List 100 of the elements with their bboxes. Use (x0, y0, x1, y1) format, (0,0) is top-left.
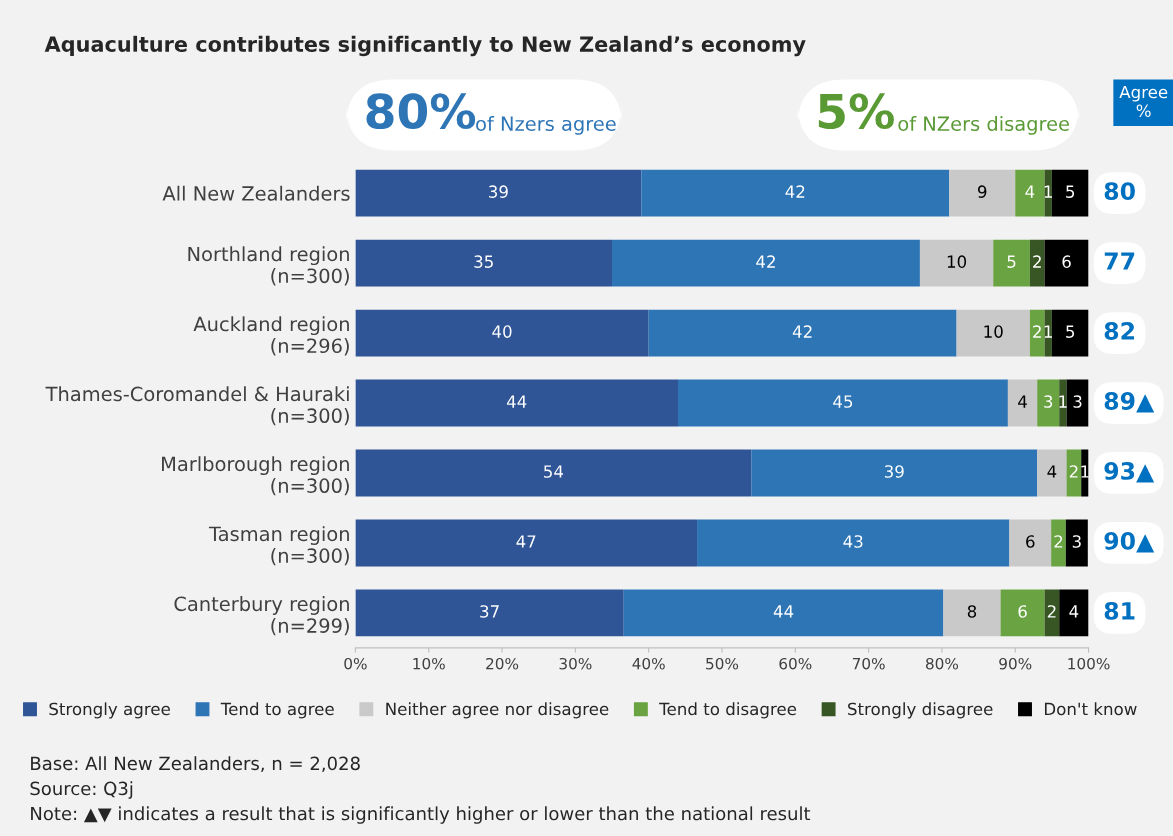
source-note: Source: Q3j (30, 781, 133, 799)
bar (751, 449, 1038, 497)
text: 89▲ (1104, 392, 1155, 413)
data-label: 5 (1066, 325, 1075, 338)
legend-label: Strongly disagree (848, 702, 993, 719)
data-label: 42 (792, 325, 812, 338)
bar (1051, 169, 1089, 217)
legend-label: Neither agree nor disagree (386, 702, 609, 719)
data-label: 10 (947, 255, 967, 268)
text: of NZers disagree (898, 115, 1069, 135)
data-label: 44 (506, 395, 527, 408)
data-label: 10 (984, 325, 1003, 338)
data-label: 2 (1033, 255, 1041, 268)
text: 81 (1104, 601, 1135, 620)
bar (1000, 589, 1045, 637)
legend-label: Don't know (1044, 702, 1137, 716)
text: 5% (818, 93, 894, 130)
x-tick-label: 10% (413, 657, 445, 670)
text: 90▲ (1104, 531, 1155, 553)
data-label: 3 (1073, 395, 1082, 408)
y-tick-label: Canterbury region (n=299) (174, 596, 349, 636)
data-label: 1 (1044, 185, 1052, 198)
text: of Nzers agree (476, 115, 616, 135)
bar (355, 519, 698, 567)
data-label: 1 (1044, 325, 1052, 338)
bar (1066, 379, 1089, 427)
text: 82 (1104, 322, 1135, 340)
bar (697, 519, 1010, 567)
bar (612, 239, 920, 287)
bar (943, 589, 1001, 637)
data-label: 6 (1026, 535, 1035, 548)
bar (1065, 519, 1088, 567)
text: Note: ▲▼ indicates a result that is significantly higher or lower than the national result (31, 806, 811, 824)
data-label: 43 (843, 535, 863, 548)
bar (355, 449, 752, 497)
data-label: 39 (884, 465, 904, 478)
y-tick-label: Thames-Coromandel & Hauraki (n=300) (45, 386, 349, 426)
x-tick-label: 0% (344, 657, 367, 670)
text: Base: All New Zealanders, n = 2,028 (31, 756, 360, 773)
bar (993, 239, 1030, 287)
data-label: 35 (474, 255, 493, 268)
bar (355, 239, 613, 287)
bar (355, 379, 678, 427)
bar (919, 239, 994, 287)
bar (1037, 379, 1060, 427)
data-label: 37 (480, 605, 499, 618)
bar (355, 169, 642, 217)
bar (1059, 379, 1067, 427)
bar (1029, 239, 1045, 287)
data-label: 3 (1044, 395, 1053, 408)
bar (623, 589, 944, 637)
bar (1009, 519, 1052, 567)
x-tick-label: 30% (559, 657, 592, 670)
bar (355, 309, 649, 357)
bar (1044, 239, 1089, 287)
data-label: 42 (785, 185, 805, 198)
x-tick-label: 80% (925, 657, 959, 670)
bar (1044, 589, 1060, 637)
data-label: 6 (1018, 605, 1027, 618)
data-label: 39 (489, 185, 508, 198)
data-label: 40 (492, 325, 512, 338)
y-tick-label: Tasman region (n=300) (208, 526, 349, 566)
data-label: 3 (1072, 535, 1081, 548)
data-label: 2 (1054, 535, 1063, 548)
x-tick-label: 100% (1068, 657, 1110, 670)
chart-title: Aquaculture contributes significantly to New Zealand’s economy (44, 35, 806, 57)
bar (1059, 589, 1089, 637)
data-label: 9 (977, 185, 987, 198)
data-label: 2 (1047, 605, 1056, 618)
legend-label: Tend to agree (220, 702, 334, 719)
data-label: 54 (544, 465, 564, 478)
x-tick-label: 60% (779, 657, 812, 670)
bar (1007, 379, 1038, 427)
y-tick-label: All New Zealanders (162, 185, 350, 201)
text: 93▲ (1104, 461, 1155, 483)
legend-label: Tend to disagree (659, 702, 797, 719)
data-label: 4 (1018, 395, 1027, 408)
bar (1037, 449, 1067, 497)
data-label: 2 (1069, 465, 1078, 478)
legend-label: Strongly agree (49, 702, 170, 719)
data-label: 2 (1033, 325, 1041, 338)
data-label: 1 (1059, 395, 1067, 408)
bar (648, 309, 957, 357)
bar (355, 589, 624, 637)
data-label: 4 (1069, 605, 1079, 618)
data-label: 4 (1025, 185, 1035, 198)
bar (1029, 309, 1045, 357)
data-label: 5 (1066, 185, 1075, 198)
bar (1051, 519, 1066, 567)
text: 80% (366, 93, 476, 130)
data-label: 47 (516, 535, 536, 548)
data-label: 42 (756, 255, 775, 268)
x-tick-label: 90% (999, 657, 1032, 670)
data-label: 4 (1047, 465, 1057, 478)
x-tick-label: 70% (852, 657, 885, 670)
y-tick-label: Northland region (n=300) (188, 246, 349, 286)
x-tick-label: 20% (486, 657, 519, 670)
y-tick-label: Marlborough region (n=300) (162, 456, 349, 496)
data-label: 6 (1062, 255, 1071, 268)
data-label: 44 (773, 605, 794, 618)
